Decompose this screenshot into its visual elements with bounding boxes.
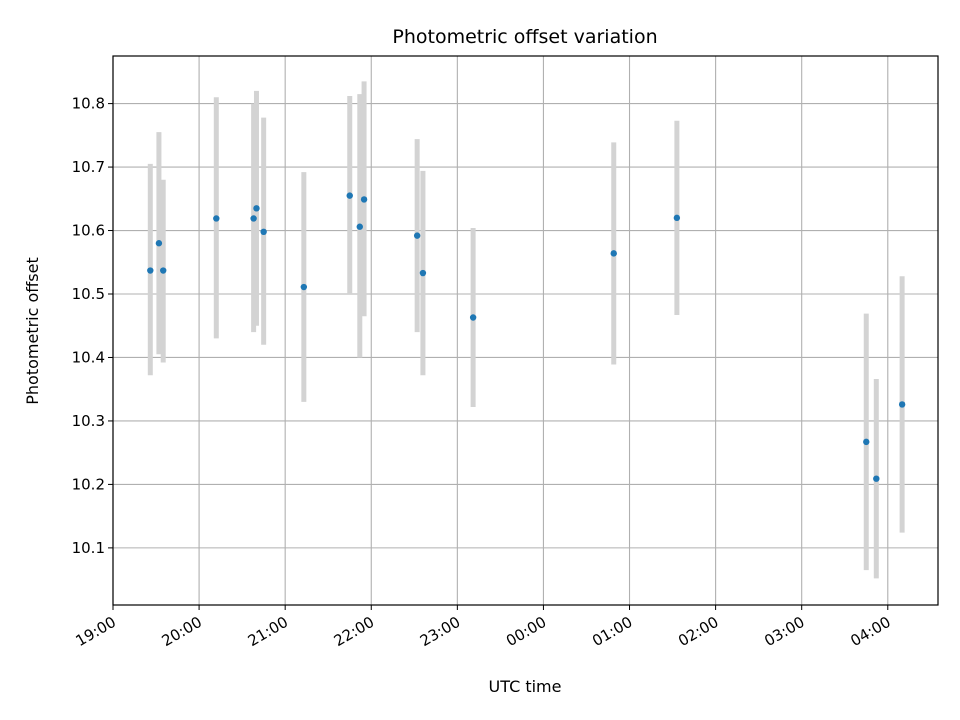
y-axis-ticks: 10.1 10.2 10.3 10.4 10.5 10.6 10.7 10.8 [72,95,113,557]
y-tick-label: 10.8 [72,95,105,113]
data-point [300,283,308,291]
data-point [253,205,260,212]
data-point [673,214,681,222]
data-point [147,267,154,274]
data-point [155,240,163,247]
data-point [356,223,363,230]
y-tick-label: 10.3 [72,412,105,430]
data-points [147,192,906,482]
y-tick-label: 10.2 [72,475,105,493]
grid [112,56,938,605]
data-point [610,250,617,257]
y-tick-label: 10.7 [72,158,105,176]
data-point [898,401,906,408]
data-point [419,269,427,277]
x-axis-label: UTC time [489,677,562,696]
y-tick-label: 10.4 [72,348,105,366]
data-point [413,232,421,239]
y-tick-label: 10.5 [72,285,105,303]
data-point [250,215,257,222]
y-tick-label: 10.6 [72,222,105,240]
y-axis-label: Photometric offset [23,257,42,405]
y-tick-label: 10.1 [72,539,105,557]
data-point [160,267,167,274]
data-point [469,314,477,321]
chart-title: Photometric offset variation [392,26,657,48]
data-point [260,228,267,236]
data-point [863,438,870,446]
data-point [360,196,368,203]
data-point [346,192,353,199]
data-point [213,215,220,222]
data-point [873,475,880,482]
plot-frame [112,55,939,606]
